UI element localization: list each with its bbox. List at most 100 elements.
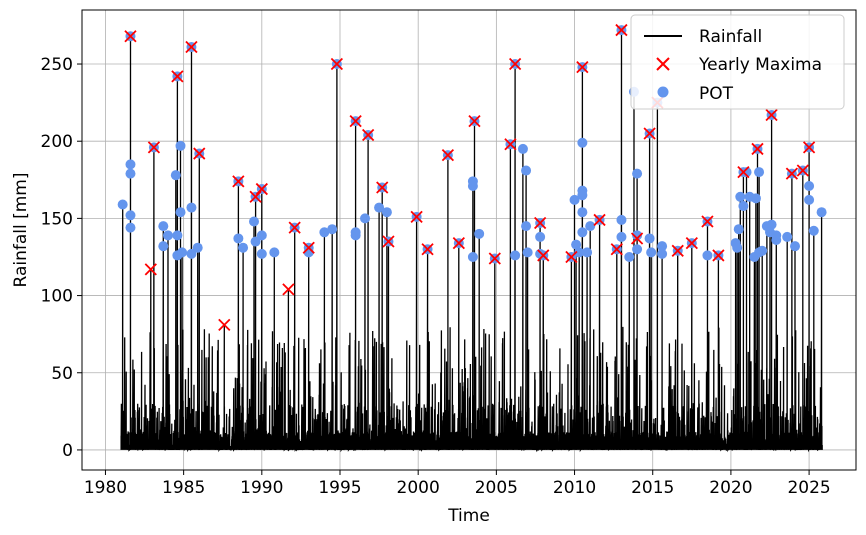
pot-point	[192, 242, 203, 253]
yearly-maximum-point	[537, 249, 550, 262]
pot-point	[510, 250, 521, 261]
yearly-maximum-point	[765, 108, 778, 122]
legend: Rainfall Yearly Maxima POT	[630, 14, 845, 110]
pot-point	[158, 221, 169, 232]
pot-point	[170, 170, 181, 181]
x-tick-label: 2000	[397, 478, 440, 498]
pot-point	[381, 207, 392, 218]
legend-maxima-label: Yearly Maxima	[698, 55, 822, 75]
pot-point	[754, 167, 765, 178]
pot-point	[360, 213, 371, 224]
pot-point	[186, 202, 197, 213]
yearly-maximum-point	[685, 236, 698, 250]
yearly-maximum-point	[565, 250, 578, 264]
yearly-maximum-point	[124, 30, 137, 43]
pot-point	[125, 168, 136, 179]
yearly-maximum-point	[796, 164, 809, 177]
legend-box	[630, 14, 845, 110]
yearly-maximum-point	[185, 40, 198, 54]
pot-point	[467, 180, 478, 191]
yearly-maximum-point	[785, 167, 799, 180]
yearly-maximum-point	[382, 235, 395, 248]
legend-pot-label: POT	[699, 84, 734, 104]
pot-point	[616, 231, 627, 242]
pot-point	[644, 233, 655, 244]
y-tick-label: 50	[51, 364, 73, 384]
pot-point	[657, 248, 668, 259]
yearly-maximum-point	[504, 138, 517, 151]
yearly-maximum-point	[534, 216, 547, 230]
yearly-maximum-point	[232, 175, 245, 188]
pot-point	[766, 219, 777, 230]
yearly-maximum-point	[488, 252, 501, 265]
yearly-maximum-point	[701, 215, 714, 228]
yearly-maximum-point	[147, 141, 161, 154]
pot-point	[172, 230, 183, 241]
pot-point	[616, 214, 627, 225]
yearly-maximum-point	[218, 318, 231, 332]
pot-point	[249, 216, 259, 227]
pot-point	[177, 247, 188, 258]
pot-point	[771, 230, 782, 241]
y-tick-label: 200	[41, 132, 73, 152]
yearly-maximum-point	[508, 57, 522, 71]
pot-point	[585, 221, 596, 232]
yearly-maximum-point	[671, 244, 684, 257]
yearly-maximum-point	[712, 249, 725, 262]
pot-point	[816, 207, 827, 218]
pot-point	[577, 190, 588, 201]
pot-point	[175, 207, 186, 218]
pot-point	[117, 199, 128, 210]
pot-point	[757, 245, 768, 256]
y-tick-label: 250	[41, 55, 73, 75]
pot-point	[269, 247, 280, 258]
pot-point	[186, 248, 197, 259]
yearly-maximum-point	[751, 142, 764, 156]
yearly-maximum-point	[288, 221, 301, 234]
x-tick-label: 1980	[84, 478, 127, 498]
y-tick-label: 0	[62, 441, 73, 461]
pot-point	[517, 143, 528, 154]
pot-point	[750, 193, 761, 204]
pot-point	[657, 241, 668, 252]
pot-point	[574, 247, 585, 258]
pot-point	[738, 201, 749, 212]
pot-point	[158, 241, 169, 252]
x-tick-label: 2025	[787, 478, 830, 498]
pot-point	[582, 247, 593, 258]
y-tick-label: 100	[41, 287, 73, 307]
y-axis-label: Rainfall [mm]	[11, 173, 31, 288]
pot-point	[327, 224, 338, 235]
yearly-maximum-point	[362, 128, 375, 142]
yearly-maximum-point	[737, 165, 750, 179]
pot-point	[175, 140, 186, 151]
pot-point	[733, 224, 744, 235]
pot-point	[735, 191, 746, 202]
pot-point	[782, 231, 793, 242]
x-tick-label: 1990	[240, 478, 283, 498]
yearly-maximum-point	[576, 60, 589, 74]
pot-point	[125, 159, 136, 170]
legend-maxima-swatch	[656, 57, 670, 71]
yearly-maximum-point	[282, 283, 295, 296]
yearly-maximum-point	[410, 210, 423, 223]
x-tick-label: 2005	[475, 478, 518, 498]
plot-frame	[81, 9, 857, 471]
pot-point	[238, 242, 249, 253]
pot-point	[632, 168, 643, 179]
pot-point	[808, 225, 819, 236]
pot-point	[163, 230, 173, 241]
yearly-maximum-point	[421, 243, 434, 256]
x-tick-label: 2020	[709, 478, 752, 498]
pot-point	[319, 227, 330, 238]
x-axis-ticks: 1980 1985 1990 1995 2000 2005 2010 2015 2020 2025	[84, 470, 831, 498]
x-axis-label: Time	[447, 506, 490, 526]
pot-point	[624, 251, 635, 262]
pot-point	[741, 167, 752, 178]
y-tick-label: 150	[41, 209, 73, 229]
pot-point	[702, 250, 713, 261]
x-tick-label: 2015	[631, 478, 674, 498]
yearly-maximum-point	[802, 141, 816, 154]
y-axis-ticks: 0 50 100 150 200 250	[41, 55, 82, 461]
